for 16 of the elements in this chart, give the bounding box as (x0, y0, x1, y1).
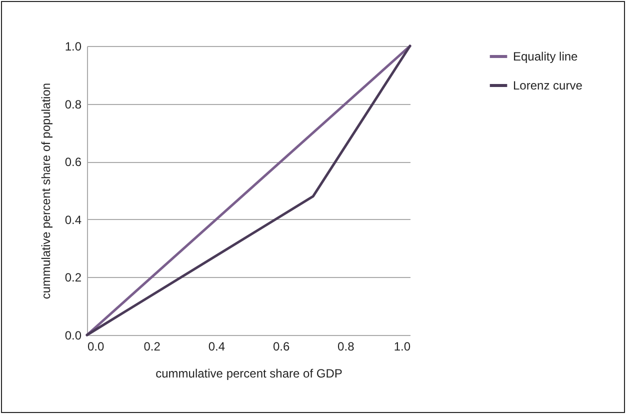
legend-label: Equality line (513, 50, 578, 64)
y-tick-label: 0.0 (64, 328, 82, 342)
y-tick-label: 0.8 (64, 97, 82, 112)
y-tick-label: 1.0 (64, 40, 82, 54)
legend-label: Lorenz curve (513, 78, 583, 92)
x-tick-label: 0.2 (144, 340, 161, 354)
y-tick-label: 0.4 (64, 212, 82, 227)
x-tick-label: 0.4 (208, 340, 226, 354)
x-tick-label: 0.0 (88, 340, 105, 354)
x-axis-title: cummulative percent share of GDP (156, 366, 342, 380)
y-tick-label: 0.2 (64, 270, 82, 285)
y-tick-label: 0.6 (64, 155, 82, 170)
y-axis-title: cummulative percent share of population (38, 82, 53, 300)
x-tick-label: 0.6 (272, 340, 290, 354)
x-tick-label: 1.0 (394, 340, 411, 354)
x-tick-label: 0.8 (338, 340, 355, 354)
